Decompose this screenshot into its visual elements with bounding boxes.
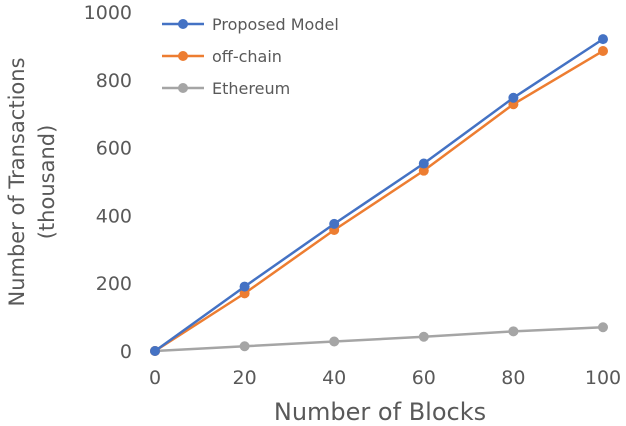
x-tick-label: 100 xyxy=(585,367,621,389)
legend-item: off-chain xyxy=(162,47,282,66)
legend-item: Proposed Model xyxy=(162,15,339,34)
x-tick-label: 20 xyxy=(233,367,257,389)
legend-label: Ethereum xyxy=(212,79,290,98)
y-axis-ticks: 0 200 400 600 800 1000 xyxy=(84,2,132,363)
x-tick-label: 60 xyxy=(412,367,436,389)
data-point xyxy=(329,218,340,229)
x-tick-label: 0 xyxy=(149,367,161,389)
y-tick-label: 600 xyxy=(96,138,132,160)
data-point xyxy=(418,158,429,169)
legend-item: Ethereum xyxy=(162,79,290,98)
y-tick-label: 200 xyxy=(96,273,132,295)
data-point xyxy=(598,322,608,333)
x-tick-label: 80 xyxy=(501,367,525,389)
data-point xyxy=(508,326,519,337)
data-point xyxy=(418,165,429,176)
series-line xyxy=(154,326,604,353)
legend-swatch-marker xyxy=(178,83,188,93)
legend-label: off-chain xyxy=(212,47,282,66)
legend: Proposed Model off-chain Ethereum xyxy=(162,15,339,98)
series-line xyxy=(154,49,604,353)
data-point xyxy=(239,341,250,352)
y-tick-label: 400 xyxy=(96,205,132,227)
y-axis-title-line-2: (thousand) xyxy=(35,125,59,240)
y-axis-title-line-1: Number of Transactions xyxy=(5,57,29,306)
y-tick-label: 1000 xyxy=(84,2,132,24)
data-point xyxy=(239,281,250,292)
legend-label: Proposed Model xyxy=(212,15,339,34)
series-line xyxy=(154,38,604,353)
x-tick-label: 40 xyxy=(322,367,346,389)
legend-swatch-marker xyxy=(178,19,188,29)
data-point xyxy=(598,34,608,45)
data-point xyxy=(598,45,608,56)
y-tick-label: 0 xyxy=(120,341,132,363)
series-proposed-model xyxy=(150,34,608,356)
data-point xyxy=(508,92,519,103)
x-axis-title: Number of Blocks xyxy=(274,398,486,426)
x-axis-ticks: 0 20 40 60 80 100 xyxy=(149,367,621,389)
legend-swatch-marker xyxy=(178,51,188,61)
series-layer xyxy=(150,34,608,356)
data-point xyxy=(418,331,429,342)
data-point xyxy=(150,346,160,356)
y-tick-label: 800 xyxy=(96,70,132,92)
data-point xyxy=(329,336,340,347)
series-ethereum xyxy=(150,322,608,356)
